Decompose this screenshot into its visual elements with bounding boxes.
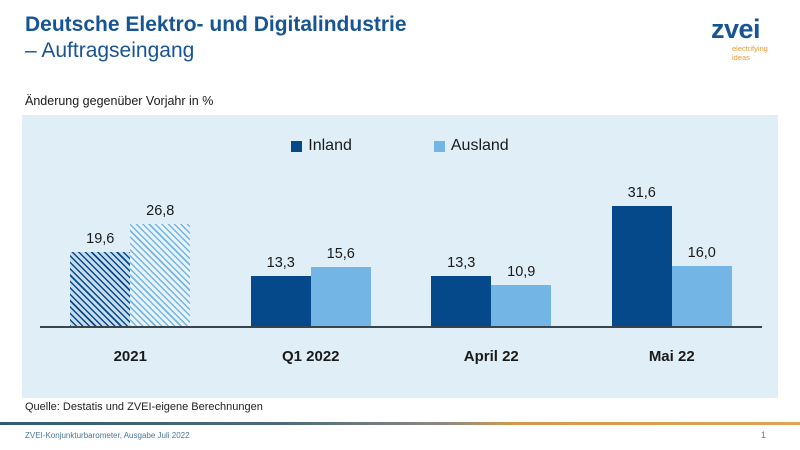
- bar-value-label: 31,6: [627, 185, 656, 201]
- bar-inland-april-22: 13,3: [431, 255, 492, 327]
- legend-swatch-icon: [433, 140, 445, 152]
- bar-group-mai-22: 31,6 16,0: [582, 115, 763, 327]
- bar-value-label: 15,6: [326, 246, 355, 262]
- bar-value-label: 19,6: [86, 231, 115, 247]
- bar-group-q1-2022: 13,3 15,6: [221, 115, 402, 327]
- legend-label: Ausland: [450, 137, 509, 154]
- zvei-logo: zvei electrifying ideas: [711, 14, 768, 63]
- source-note: Quelle: Destatis und ZVEI-eigene Berechn…: [25, 401, 263, 413]
- tagline-line1: electrifying: [732, 44, 768, 53]
- bar-inland-mai-22: 31,6: [611, 185, 672, 327]
- bar-ausland-2021: 26,8: [130, 203, 191, 327]
- page-title: Deutsche Elektro- und Digitalindustrie –…: [25, 12, 407, 65]
- legend-item-inland: Inland: [291, 137, 352, 155]
- chart-legend: Inland Ausland: [22, 137, 778, 155]
- bar-ausland-mai-22: 16,0: [671, 245, 732, 327]
- zvei-logo-tagline: electrifying ideas: [732, 44, 768, 62]
- category-label: April 22: [463, 348, 519, 365]
- category-label: 2021: [113, 348, 147, 365]
- page-number: 1: [760, 430, 766, 440]
- title-line2: – Auftragseingang: [25, 39, 195, 63]
- title-line1: Deutsche Elektro- und Digitalindustrie: [25, 13, 407, 36]
- bar-value-label: 16,0: [687, 245, 716, 261]
- bar-value-label: 10,9: [507, 264, 536, 280]
- category-label: Q1 2022: [281, 348, 340, 365]
- bar-ausland-april-22: 10,9: [491, 264, 552, 327]
- bar-value-label: 13,3: [447, 255, 476, 271]
- bar-group-april-22: 13,3 10,9: [401, 115, 582, 327]
- footer-divider: [0, 422, 800, 425]
- bar-ausland-q1-2022: 15,6: [310, 246, 371, 327]
- category-row: 2021 Q1 2022 April 22 Mai 22: [40, 348, 762, 365]
- bar-group-2021: 19,6 26,8: [40, 115, 221, 327]
- legend-label: Inland: [308, 137, 352, 154]
- axis-note: Änderung gegenüber Vorjahr in %: [25, 94, 214, 108]
- bar-inland-q1-2022: 13,3: [250, 255, 311, 327]
- x-axis-line: [40, 326, 762, 328]
- plot-area: 19,6 26,8 13,3 15,6 13,3 10,9 31,6 16,0: [40, 115, 762, 327]
- footer-text: ZVEI-Konjunkturbarometer, Ausgabe Juli 2…: [25, 431, 190, 440]
- bar-value-label: 13,3: [266, 255, 295, 271]
- category-label: Mai 22: [648, 348, 695, 365]
- bar-inland-2021: 19,6: [70, 231, 131, 327]
- legend-item-ausland: Ausland: [433, 137, 509, 155]
- bar-value-label: 26,8: [146, 203, 175, 219]
- legend-swatch-icon: [291, 140, 303, 152]
- tagline-line2: ideas: [732, 53, 750, 62]
- zvei-logo-text: zvei: [711, 14, 761, 44]
- chart-panel: Inland Ausland 19,6 26,8 13,3 15,6 13,3 10,9 31…: [22, 115, 778, 398]
